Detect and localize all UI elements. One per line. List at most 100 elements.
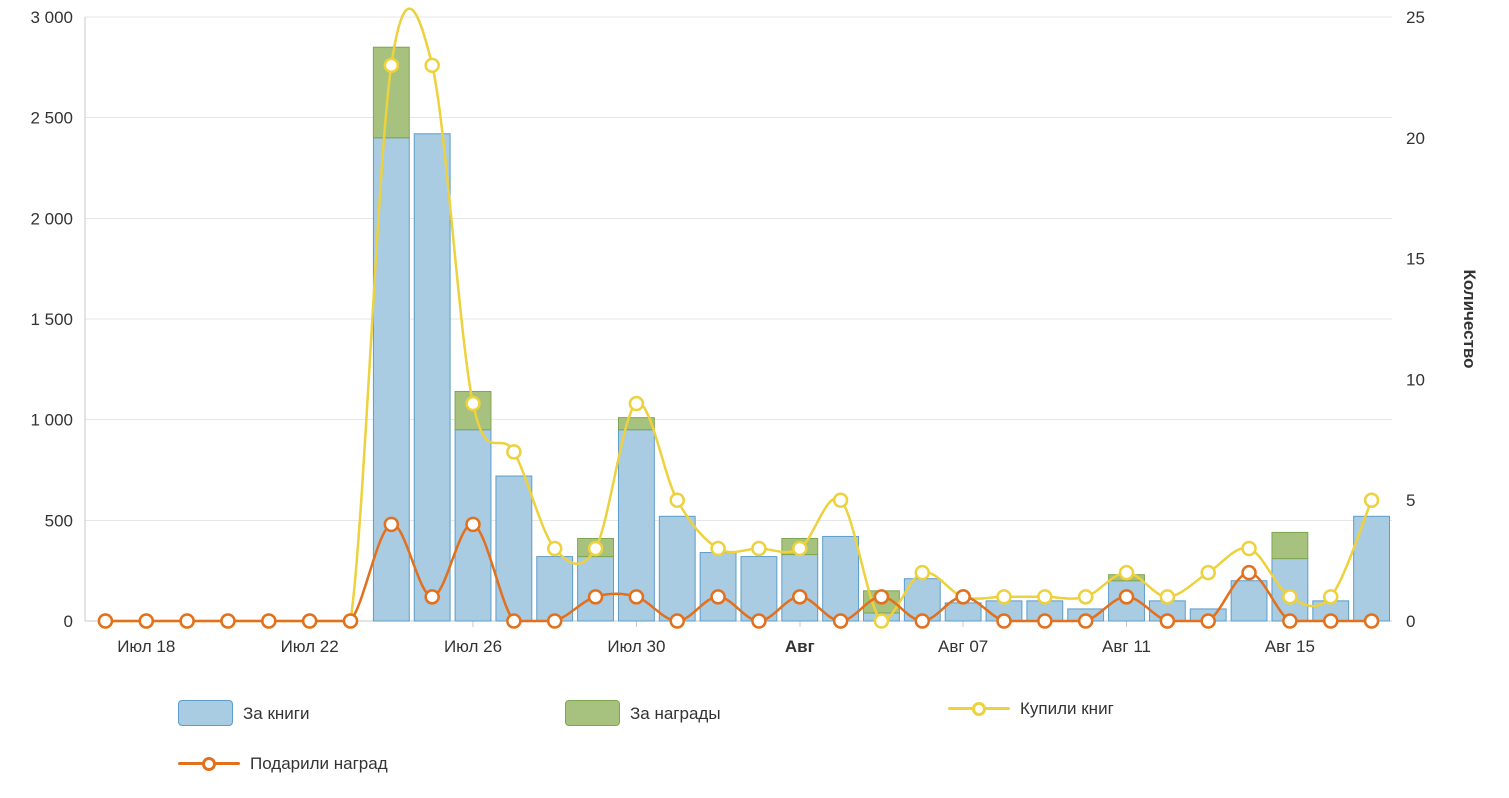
left-tick-label: 1 500 bbox=[30, 310, 73, 329]
bought-marker bbox=[1241, 540, 1257, 557]
bar-books bbox=[658, 515, 696, 622]
gifted-marker bbox=[1241, 564, 1257, 581]
right-tick-label: 15 bbox=[1406, 250, 1425, 269]
gifted-marker bbox=[261, 613, 277, 629]
bought-marker bbox=[832, 492, 849, 508]
right-tick-label: 25 bbox=[1406, 8, 1425, 27]
x-tick-label: Июл 22 bbox=[281, 637, 339, 656]
bar-books bbox=[495, 475, 533, 622]
x-tick-label: Авг bbox=[785, 637, 815, 656]
bought-marker bbox=[506, 444, 522, 460]
left-tick-label: 1 000 bbox=[30, 411, 73, 430]
bought-marker bbox=[1200, 564, 1216, 581]
bought-marker bbox=[1322, 589, 1339, 605]
plot-area: Июл 18 Июл 22 Июл 26 Июл 30 Авг Авг 07 Авг 11 А… bbox=[30, 7, 1479, 656]
bought-marker bbox=[710, 540, 726, 557]
gifted-marker bbox=[710, 589, 726, 605]
gifted-marker bbox=[914, 613, 931, 629]
bar-books bbox=[577, 556, 614, 622]
books-bar-swatch-icon bbox=[178, 700, 233, 726]
gifted-marker bbox=[996, 613, 1012, 629]
gifted-marker bbox=[1118, 589, 1135, 605]
gifted-marker bbox=[179, 613, 195, 629]
bought-marker bbox=[751, 540, 767, 557]
gifted-marker bbox=[1077, 613, 1094, 629]
gifted-marker bbox=[1322, 613, 1339, 629]
right-tick-label: 0 bbox=[1406, 612, 1415, 631]
bought-marker bbox=[546, 540, 563, 557]
bought-line-swatch-icon bbox=[948, 700, 1010, 717]
bought-marker bbox=[996, 589, 1012, 605]
bar-books bbox=[740, 556, 778, 622]
gifted-marker bbox=[792, 589, 808, 605]
bar-books bbox=[699, 552, 737, 622]
bought-marker bbox=[1037, 589, 1053, 605]
left-tick-label: 2 500 bbox=[30, 109, 73, 128]
bar-books bbox=[536, 556, 574, 622]
bought-line bbox=[105, 7, 1373, 623]
x-tick-label: Июл 18 bbox=[117, 637, 175, 656]
bought-marker bbox=[465, 395, 481, 412]
left-tick-label: 3 000 bbox=[30, 8, 73, 27]
right-tick-label: 10 bbox=[1406, 370, 1425, 389]
gifted-marker bbox=[587, 589, 604, 605]
bar-books bbox=[781, 554, 819, 622]
gifted-marker bbox=[97, 613, 114, 629]
bought-marker bbox=[628, 395, 645, 412]
left-tick-label: 0 bbox=[64, 612, 73, 631]
bar-books bbox=[1230, 580, 1268, 622]
bar-books bbox=[822, 535, 860, 622]
gifted-marker bbox=[383, 516, 400, 533]
gifted-marker bbox=[506, 613, 522, 629]
gifted-marker bbox=[1363, 613, 1380, 629]
gifted-marker bbox=[669, 613, 685, 629]
legend-label-gifted: Подарили наград bbox=[250, 754, 388, 773]
gifted-marker bbox=[424, 589, 440, 605]
bought-marker bbox=[1077, 589, 1094, 605]
gifted-marker bbox=[955, 589, 971, 605]
right-tick-label: 20 bbox=[1406, 129, 1425, 148]
gifted-marker bbox=[301, 613, 318, 629]
x-tick-label: Июл 26 bbox=[444, 637, 502, 656]
bar-awards bbox=[372, 46, 410, 139]
bought-marker bbox=[1363, 492, 1380, 508]
bought-marker bbox=[914, 564, 931, 581]
gifted-marker bbox=[751, 613, 767, 629]
gifted-marker bbox=[1037, 613, 1053, 629]
gifted-marker bbox=[832, 613, 849, 629]
gifted-marker bbox=[220, 613, 236, 629]
gifted-marker bbox=[628, 589, 645, 605]
legend-label-awards: За награды bbox=[630, 703, 721, 723]
bought-marker bbox=[792, 540, 808, 557]
bought-marker bbox=[424, 57, 440, 74]
bought-marker bbox=[1159, 589, 1176, 605]
bought-marker bbox=[669, 492, 685, 508]
x-tick-label: Июл 30 bbox=[607, 637, 665, 656]
gifted-marker bbox=[1159, 613, 1176, 629]
legend-item-bought[interactable]: Купили книг bbox=[948, 700, 1114, 717]
gifted-line-swatch-icon bbox=[178, 755, 240, 772]
bought-marker bbox=[1118, 564, 1135, 581]
gifted-marker bbox=[465, 516, 481, 533]
right-axis-title: Количество bbox=[1460, 269, 1479, 368]
bought-marker bbox=[587, 540, 604, 557]
gifted-marker bbox=[138, 613, 155, 629]
legend-label-books: За книги bbox=[243, 703, 310, 723]
legend-item-books[interactable]: За книги bbox=[178, 700, 309, 726]
right-tick-label: 5 bbox=[1406, 491, 1415, 510]
gifted-marker bbox=[1282, 613, 1298, 629]
legend-item-gifted[interactable]: Подарили наград bbox=[178, 755, 388, 772]
awards-bar-swatch-icon bbox=[565, 700, 620, 726]
left-tick-label: 2 000 bbox=[30, 209, 73, 228]
x-tick-label: Авг 11 bbox=[1102, 637, 1151, 656]
x-tick-label: Авг 15 bbox=[1265, 637, 1315, 656]
x-tick-label: Авг 07 bbox=[938, 637, 988, 656]
bought-marker bbox=[1282, 589, 1298, 605]
legend-label-bought: Купили книг bbox=[1020, 699, 1114, 718]
legend-item-awards[interactable]: За награды bbox=[565, 700, 721, 726]
gifted-marker bbox=[873, 589, 890, 605]
gifted-marker bbox=[1200, 613, 1216, 629]
bar-books bbox=[944, 602, 982, 622]
left-tick-label: 500 bbox=[45, 511, 73, 530]
